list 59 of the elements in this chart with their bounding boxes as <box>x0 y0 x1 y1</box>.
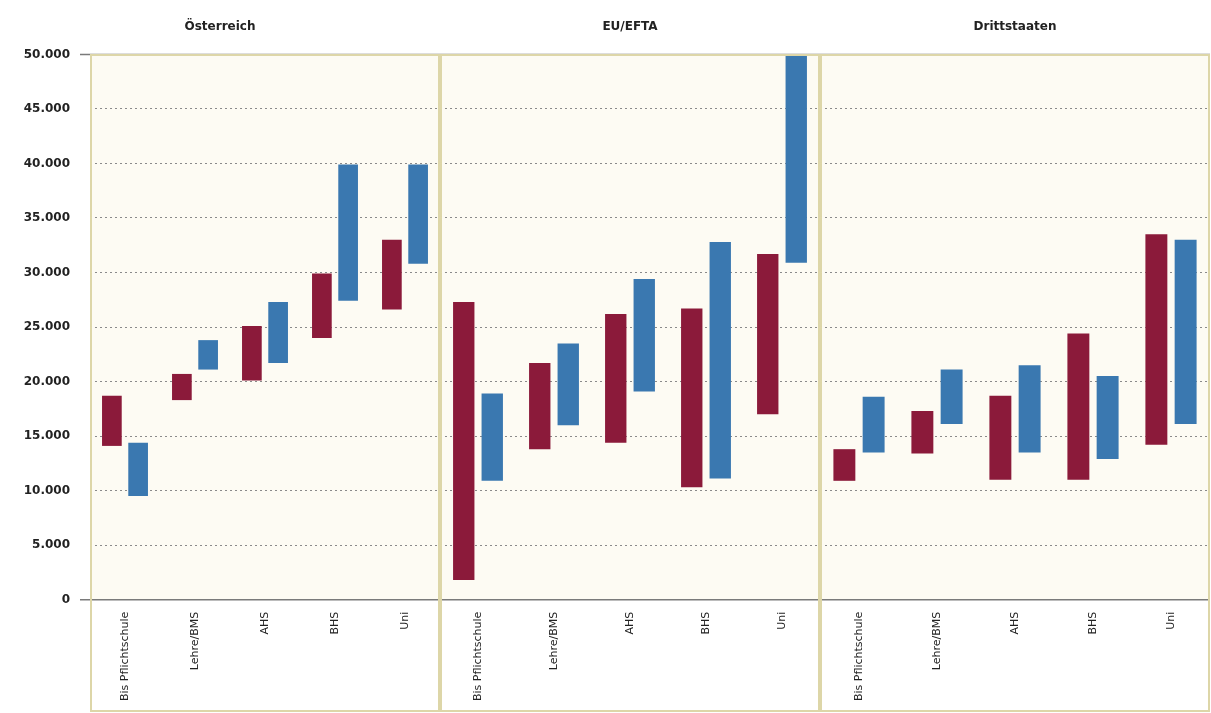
x-tick-label: Uni <box>1163 611 1177 630</box>
x-tick-label: Uni <box>774 611 788 630</box>
bar <box>1096 376 1119 459</box>
bar <box>911 411 934 454</box>
bar <box>453 301 475 581</box>
bar <box>605 313 627 443</box>
y-tick-label: 35.000 <box>23 210 70 225</box>
bar <box>1067 333 1090 480</box>
bar <box>338 164 358 301</box>
x-tick-label: Lehre/BMS <box>929 611 943 671</box>
x-tick-label: Lehre/BMS <box>546 611 560 671</box>
bar <box>1174 239 1197 425</box>
bar <box>833 449 856 481</box>
x-tick-label: AHS <box>257 611 271 635</box>
bar <box>681 308 703 488</box>
x-tick-label: Bis Pflichtschule <box>470 611 484 701</box>
bar <box>989 395 1012 480</box>
y-tick-label: 40.000 <box>23 155 70 170</box>
x-tick-label: BHS <box>1085 611 1099 635</box>
y-tick-label: 50.000 <box>23 46 70 61</box>
bar <box>242 325 262 381</box>
x-tick-label: Uni <box>397 611 411 630</box>
bar <box>529 363 551 450</box>
y-tick-label: 10.000 <box>23 482 70 497</box>
bar <box>268 301 288 364</box>
x-tick-label: Bis Pflichtschule <box>851 611 865 701</box>
x-tick-label: BHS <box>698 611 712 635</box>
bar <box>312 273 332 338</box>
chart-title: EU/EFTA <box>602 19 659 34</box>
bar <box>481 393 503 481</box>
y-tick-label: 5.000 <box>32 537 70 552</box>
bar <box>408 164 428 264</box>
bar <box>198 340 218 370</box>
bar <box>1018 365 1041 453</box>
y-tick-label: 0 <box>61 591 70 606</box>
bar <box>633 279 655 392</box>
bar <box>382 239 402 310</box>
x-tick-label: BHS <box>327 611 341 635</box>
y-tick-label: 15.000 <box>23 428 70 443</box>
x-tick-label: AHS <box>622 611 636 635</box>
bar <box>709 241 731 479</box>
bar <box>128 442 148 497</box>
y-tick-label: 25.000 <box>23 319 70 334</box>
y-tick-label: 20.000 <box>23 373 70 388</box>
chart-title: Drittstaaten <box>973 19 1057 34</box>
bar <box>940 369 963 425</box>
y-tick-label: 30.000 <box>23 264 70 279</box>
bar <box>785 54 807 263</box>
chart-title: Österreich <box>184 18 256 34</box>
x-tick-label: Lehre/BMS <box>187 611 201 671</box>
y-tick-label: 45.000 <box>23 101 70 116</box>
bar <box>557 343 579 426</box>
bar <box>172 373 192 401</box>
bar <box>757 253 779 415</box>
x-tick-label: Bis Pflichtschule <box>117 611 131 701</box>
bar <box>1145 234 1168 445</box>
bar <box>862 396 885 453</box>
x-tick-label: AHS <box>1007 611 1021 635</box>
bar <box>102 395 122 446</box>
